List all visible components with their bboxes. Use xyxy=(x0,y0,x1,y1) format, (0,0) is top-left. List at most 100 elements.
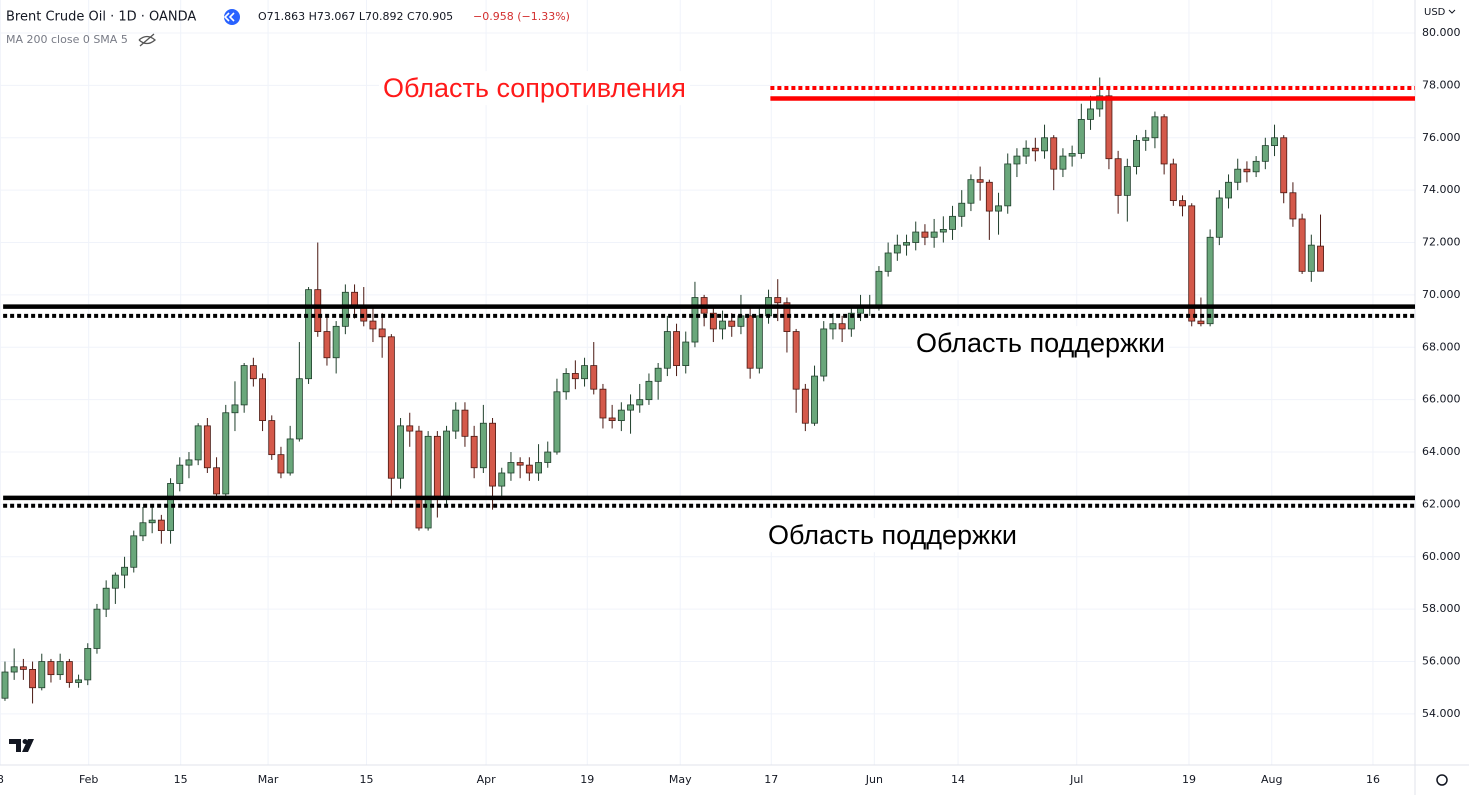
candle-body xyxy=(811,375,818,424)
candle-body xyxy=(525,464,533,474)
candle-body xyxy=(1,671,9,699)
candle-body xyxy=(213,467,220,495)
candle-body xyxy=(829,323,837,330)
candle-body xyxy=(148,519,156,524)
candle-body xyxy=(995,205,1002,212)
candle-body xyxy=(1252,160,1260,173)
candle-body xyxy=(1243,168,1251,173)
candle-body xyxy=(194,425,202,461)
candle-body xyxy=(268,420,276,456)
x-tick-label: Feb xyxy=(79,773,98,786)
candle-body xyxy=(121,566,128,576)
candle-body xyxy=(1123,166,1131,196)
candle-body xyxy=(746,315,754,369)
annotation-bg xyxy=(764,518,1021,553)
candle-body xyxy=(1087,108,1094,120)
symbol: Brent Crude Oil · 1D · OANDA xyxy=(6,10,196,25)
candle-body xyxy=(111,574,119,589)
candle-body xyxy=(240,365,248,406)
candle-body xyxy=(424,435,432,529)
candle-body xyxy=(544,451,552,463)
candle-body xyxy=(295,378,303,440)
y-tick-label: 62.000 xyxy=(1422,497,1461,510)
candle-body xyxy=(627,404,634,411)
candle-body xyxy=(378,328,386,338)
x-tick-label: May xyxy=(669,773,692,786)
candle-body xyxy=(719,320,726,330)
candle-body xyxy=(939,229,947,233)
x-tick-label: 8 xyxy=(0,773,4,786)
candle-body xyxy=(176,464,184,484)
candle-body xyxy=(535,462,542,474)
candle-body xyxy=(139,522,147,537)
candle-body xyxy=(341,291,349,327)
annotation-bg xyxy=(912,326,1169,361)
candle-body xyxy=(755,315,763,369)
candle-body xyxy=(249,365,257,380)
y-tick-label: 56.000 xyxy=(1422,655,1461,668)
candle-body xyxy=(1077,119,1085,154)
candle-body xyxy=(1004,163,1012,207)
candle-body xyxy=(820,328,828,377)
candle-body xyxy=(516,462,524,466)
tv-logo xyxy=(9,739,34,752)
candle-body xyxy=(1013,155,1021,165)
candle-body xyxy=(415,430,423,529)
y-tick-label: 68.000 xyxy=(1422,340,1461,353)
replay-icon-glyph xyxy=(223,12,235,22)
candle-body xyxy=(1151,116,1159,139)
candle-body xyxy=(1225,181,1232,199)
candle-body xyxy=(323,331,331,359)
hide-icon[interactable] xyxy=(138,33,156,47)
candle-body xyxy=(590,365,598,390)
candle-body xyxy=(38,661,46,689)
settings-icon[interactable] xyxy=(1436,774,1448,786)
ohlc-values: O71.863 H73.067 L70.892 C70.905 xyxy=(258,10,453,23)
candle-body xyxy=(801,388,809,424)
change-value: −0.958 (−1.33%) xyxy=(473,10,570,23)
candle-body xyxy=(277,454,285,474)
candle-body xyxy=(1317,245,1324,272)
x-tick-label: 16 xyxy=(1366,773,1380,786)
x-tick-label: Mar xyxy=(258,773,279,786)
candle-body xyxy=(1031,147,1039,152)
candle-body xyxy=(1307,244,1315,272)
candle-body xyxy=(949,215,956,230)
candle-body xyxy=(332,325,340,359)
candle-body xyxy=(157,519,165,532)
candle-body xyxy=(1022,147,1030,157)
candle-body xyxy=(847,312,855,330)
candle-body xyxy=(636,399,644,406)
candle-body xyxy=(1105,95,1113,160)
y-tick-label: 76.000 xyxy=(1422,131,1461,144)
candle-body xyxy=(728,320,736,327)
candle-body xyxy=(921,231,929,238)
candle-body xyxy=(498,472,506,487)
x-tick-label: Aug xyxy=(1261,773,1282,786)
candle-body xyxy=(222,412,230,495)
y-tick-label: 60.000 xyxy=(1422,550,1461,563)
replay-icon[interactable] xyxy=(224,9,240,25)
candle-body xyxy=(1169,163,1177,202)
candle-body xyxy=(102,587,110,610)
candle-body xyxy=(838,323,846,330)
candle-body xyxy=(562,373,570,393)
candle-body xyxy=(912,231,920,243)
candle-body xyxy=(1271,137,1278,147)
candle-body xyxy=(351,291,358,306)
x-tick-label: Jul xyxy=(1069,773,1083,786)
candle-body xyxy=(1234,168,1242,183)
candle-body xyxy=(231,404,239,414)
candle-body xyxy=(682,341,690,367)
candle-body xyxy=(1041,137,1048,152)
currency[interactable]: USD xyxy=(1424,7,1446,18)
candle-body xyxy=(314,289,322,332)
candle-body xyxy=(397,425,404,479)
y-tick-label: 66.000 xyxy=(1422,393,1461,406)
candle-body xyxy=(1280,137,1288,194)
candle-body xyxy=(1114,158,1122,196)
x-tick-label: 17 xyxy=(764,773,778,786)
y-tick-label: 54.000 xyxy=(1422,707,1461,720)
candle-body xyxy=(1050,137,1058,170)
